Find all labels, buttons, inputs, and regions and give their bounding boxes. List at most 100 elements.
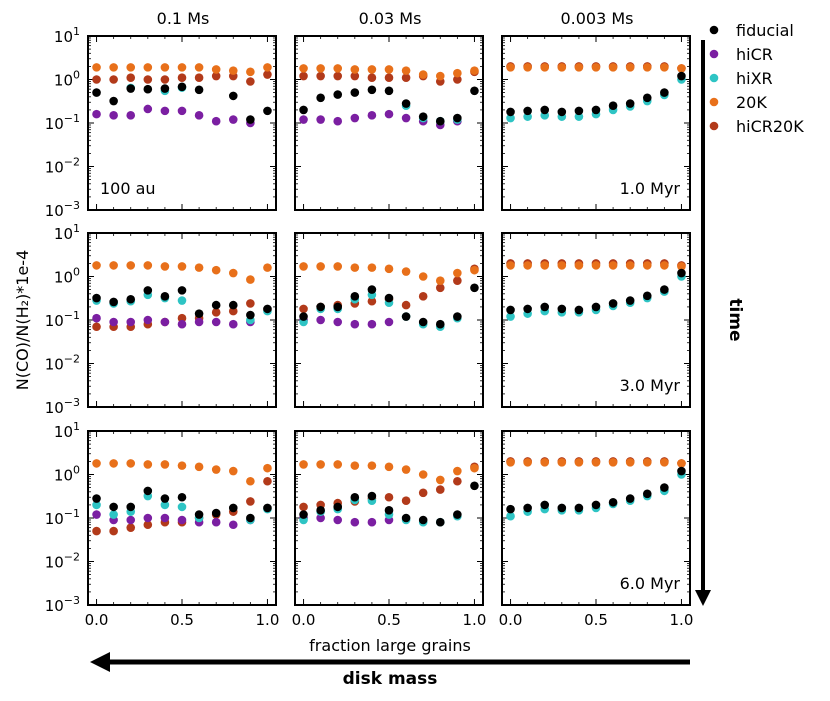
point-20K (246, 476, 255, 486)
x-tick-label: 1.0 (463, 611, 487, 629)
point-hiXR (506, 113, 515, 123)
point-hiCR20K (109, 75, 118, 84)
point-fiducial (211, 300, 221, 310)
point-20K (608, 458, 618, 467)
point-hiCR20K (453, 75, 462, 84)
point-hiXR (92, 500, 101, 510)
point-20K (506, 458, 515, 467)
legend-item-hiCR: hiCR (709, 45, 773, 64)
point-20K (591, 63, 601, 72)
panels-grid: 101 100 10−1 10−2 10−3 100 au 1.0 Myr 101 100 10−… (45, 25, 694, 629)
panel-frame (501, 430, 691, 606)
point-20K (367, 263, 377, 272)
point-fiducial (625, 296, 635, 305)
point-hiCR (350, 113, 360, 123)
panel-r2-c2: 0.0 0.5 1.0 6.0 Myr (499, 430, 694, 629)
point-hiCR (367, 111, 377, 120)
point-20K (470, 463, 479, 473)
point-hiCR20K (143, 520, 153, 530)
point-20K (177, 63, 187, 72)
point-20K (367, 461, 377, 470)
point-20K (523, 458, 532, 467)
point-hiCR (177, 319, 187, 329)
point-hiXR (160, 500, 170, 510)
y-tick-label: 101 (54, 25, 80, 46)
point-20K (660, 458, 669, 467)
point-hiCR20K (92, 526, 101, 536)
point-fiducial (246, 115, 255, 124)
point-fiducial (92, 293, 101, 303)
point-hiCR20K (367, 73, 377, 82)
point-20K (574, 458, 584, 467)
point-20K (316, 262, 325, 271)
point-20K (557, 63, 567, 72)
panel-r2-c0: 101 100 10−1 10−2 10−3 0.0 0.5 1.0 (45, 420, 280, 629)
point-fiducial (608, 299, 618, 308)
point-20K (228, 66, 238, 75)
y-tick-label: 101 (54, 420, 80, 441)
point-fiducial (660, 285, 669, 294)
point-fiducial (625, 99, 635, 108)
point-hiCR (126, 317, 136, 327)
point-20K (263, 263, 272, 272)
point-fiducial (608, 497, 618, 507)
point-20K (126, 63, 136, 72)
x-tick-label: 1.0 (670, 611, 694, 629)
point-hiCR20K (418, 488, 428, 498)
legend-marker (709, 97, 719, 107)
point-fiducial (263, 106, 272, 116)
point-fiducial (625, 494, 635, 503)
point-hiCR (126, 111, 136, 120)
point-hiCR (384, 109, 394, 119)
y-tick-label: 10−2 (45, 156, 80, 177)
point-fiducial (299, 312, 308, 321)
point-hiCR20K (246, 77, 255, 86)
point-fiducial (228, 300, 238, 310)
x-tick-label: 0.0 (292, 611, 316, 629)
point-hiCR (194, 111, 204, 120)
point-hiCR20K (126, 73, 136, 82)
point-hiCR (109, 111, 118, 120)
point-hiCR20K (177, 73, 187, 82)
point-hiCR20K (92, 322, 101, 332)
point-fiducial (418, 112, 428, 121)
y-tick-label: 10−3 (45, 199, 80, 220)
point-20K (211, 265, 221, 275)
point-20K (350, 65, 360, 74)
point-fiducial (367, 85, 377, 95)
point-hiCR20K (263, 476, 272, 486)
point-hiCR (109, 317, 118, 327)
row-label-time: 3.0 Myr (620, 376, 681, 395)
point-hiCR (299, 115, 308, 124)
y-tick-label: 10−1 (45, 112, 80, 133)
point-20K (677, 459, 686, 468)
point-20K (143, 460, 153, 469)
point-fiducial (350, 88, 360, 97)
legend-item-hiCR20K: hiCR20K (709, 117, 804, 136)
point-hiCR20K (435, 283, 445, 293)
point-hiCR20K (350, 71, 360, 81)
point-fiducial (350, 292, 360, 301)
point-fiducial (316, 506, 325, 515)
point-20K (660, 261, 669, 270)
point-20K (333, 460, 343, 469)
point-hiCR20K (160, 75, 170, 84)
y-tick-label: 10−3 (45, 594, 80, 615)
point-fiducial (435, 116, 445, 126)
point-fiducial (109, 96, 118, 106)
point-hiCR20K (435, 485, 445, 494)
y-tick-label: 101 (54, 222, 80, 243)
point-fiducial (109, 502, 118, 512)
point-20K (384, 462, 394, 472)
panel-r0-c0: 101 100 10−1 10−2 10−3 100 au (45, 25, 277, 220)
point-fiducial (453, 113, 462, 123)
point-20K (523, 261, 532, 270)
point-20K (401, 267, 411, 276)
point-hiCR (333, 317, 343, 327)
point-20K (384, 264, 394, 274)
point-20K (350, 461, 360, 470)
point-20K (228, 268, 238, 278)
point-20K (92, 261, 101, 270)
panel-r0-c2: 1.0 Myr (501, 35, 691, 211)
point-fiducial (211, 508, 221, 518)
